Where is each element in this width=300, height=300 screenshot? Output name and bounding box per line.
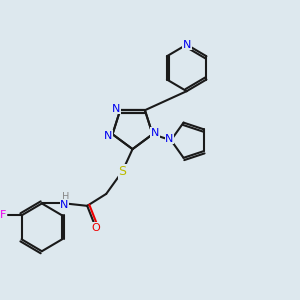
Text: N: N <box>112 104 120 114</box>
Text: N: N <box>60 200 69 210</box>
Text: N: N <box>182 40 191 50</box>
Text: S: S <box>118 165 126 178</box>
Text: H: H <box>61 192 69 202</box>
Text: N: N <box>165 134 174 144</box>
Text: N: N <box>104 131 112 141</box>
Text: O: O <box>92 223 100 233</box>
Text: F: F <box>0 210 6 220</box>
Text: N: N <box>151 128 159 138</box>
